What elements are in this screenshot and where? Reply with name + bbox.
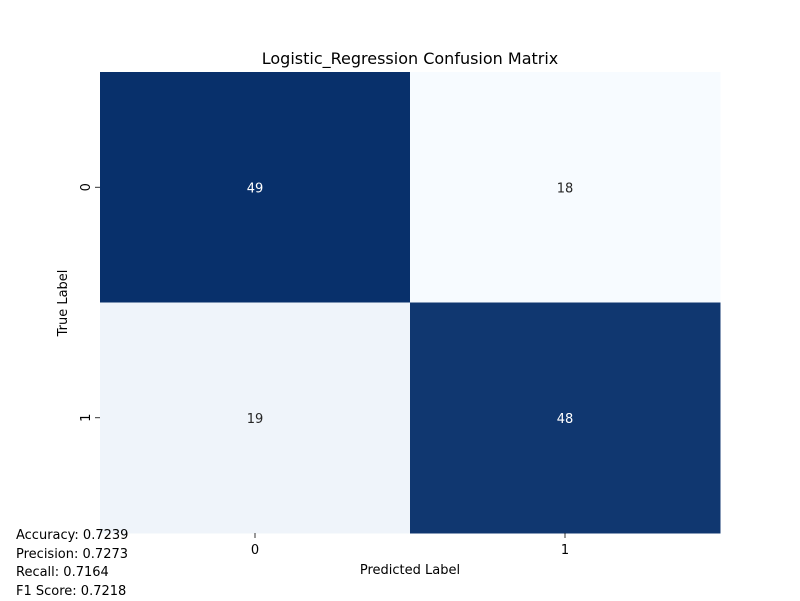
precision-metric: Precision: 0.7273	[16, 546, 129, 562]
x-axis-label: Predicted Label	[360, 563, 460, 578]
f1-score-metric: F1 Score: 0.7218	[16, 583, 127, 599]
recall-metric: Recall: 0.7164	[16, 565, 109, 581]
x-tick-label-1: 1	[561, 543, 569, 558]
y-tick-label-1: 1	[79, 414, 94, 422]
heatmap-cell-0-0	[100, 72, 411, 303]
y-tick-label-0: 0	[79, 183, 94, 191]
y-axis-label: True Label	[56, 270, 71, 338]
axis-ticks: 0 1 0 1	[79, 183, 569, 558]
chart-title: Logistic_Regression Confusion Matrix	[262, 49, 559, 69]
heatmap-cell-1-0	[100, 302, 411, 534]
metrics-panel: Accuracy: 0.7239 Precision: 0.7273 Recal…	[16, 527, 128, 601]
cell-value-label-0-1: 18	[557, 181, 574, 196]
cell-value-label-0-0: 49	[247, 181, 264, 196]
heatmap-cells: 49 18 19 48	[100, 72, 721, 534]
x-tick-label-0: 0	[251, 543, 259, 558]
cell-value-label-1-0: 19	[247, 412, 264, 427]
heatmap-cell-1-1	[410, 302, 721, 534]
cell-value-label-1-1: 48	[557, 412, 574, 427]
accuracy-metric: Accuracy: 0.7239	[16, 528, 129, 543]
heatmap-cell-0-1	[410, 72, 721, 303]
